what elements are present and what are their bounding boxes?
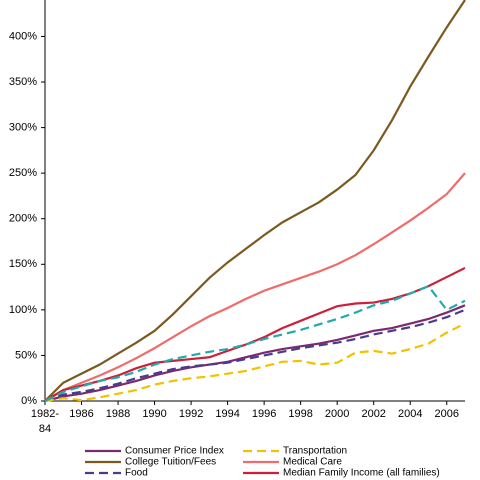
x-tick-label: 1998: [288, 408, 312, 420]
legend-label: Consumer Price Index: [125, 446, 224, 457]
y-tick-label: 300%: [9, 121, 37, 133]
x-tick-label: 1986: [69, 408, 93, 420]
y-tick-label: 250%: [9, 167, 37, 179]
y-tick-label: 50%: [15, 349, 37, 361]
legend-label: Transportation: [283, 446, 347, 457]
series-line: [44, 308, 466, 403]
x-tick-label: 1996: [252, 408, 276, 420]
y-tick-label: 400%: [9, 30, 37, 42]
x-tick-label: 1990: [142, 408, 166, 420]
legend-label: Food: [125, 468, 148, 479]
x-tick-label: 1982-84: [31, 408, 59, 435]
x-tick-label: 2006: [434, 408, 458, 420]
y-tick-label: 0%: [21, 395, 37, 407]
x-tick-label: 2004: [398, 408, 422, 420]
x-tick-label: 1988: [106, 408, 130, 420]
legend-label: College Tuition/Fees: [125, 457, 216, 468]
y-tick-label: 150%: [9, 258, 37, 270]
series-line: [44, 172, 466, 402]
legend-label: Median Family Income (all families): [283, 468, 440, 479]
series-line: [44, 284, 466, 402]
series-line: [44, 266, 466, 402]
y-tick-label: 350%: [9, 76, 37, 88]
series-line: [44, 322, 466, 403]
legend-label: Medical Care: [283, 457, 342, 468]
series-line: [44, 304, 466, 403]
x-tick-label: 2000: [325, 408, 349, 420]
x-tick-label: 2002: [361, 408, 385, 420]
x-tick-label: 1994: [215, 408, 239, 420]
y-tick-label: 100%: [9, 304, 37, 316]
y-tick-label: 200%: [9, 213, 37, 225]
x-tick-label: 1992: [179, 408, 203, 420]
series-line: [44, 0, 466, 402]
